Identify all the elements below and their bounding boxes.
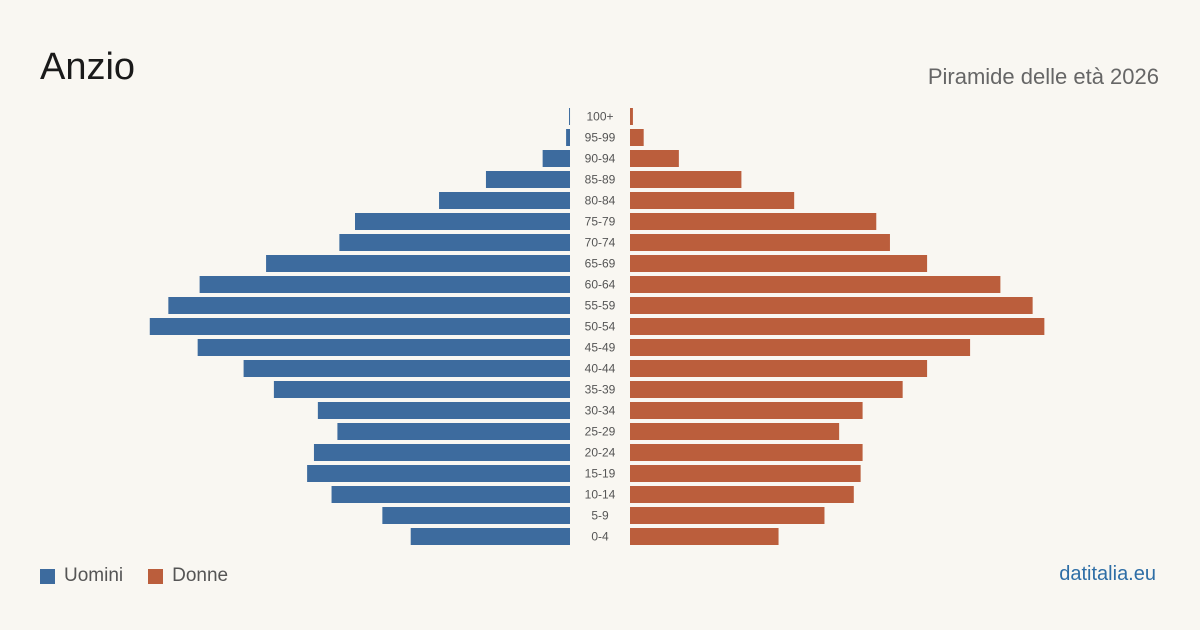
bar-men-30-34: [317, 402, 570, 419]
bar-men-90-94: [542, 150, 570, 167]
bar-women-15-19: [630, 465, 861, 482]
age-label-90-94: 90-94: [585, 152, 616, 166]
bar-men-0-4: [410, 528, 570, 545]
legend-item-women: Donne: [148, 565, 228, 587]
bar-women-45-49: [630, 339, 971, 356]
age-label-15-19: 15-19: [585, 467, 616, 481]
bar-women-65-69: [630, 255, 928, 272]
bar-men-20-24: [313, 444, 570, 461]
bar-women-95-99: [630, 129, 644, 146]
bar-women-25-29: [630, 423, 840, 440]
legend-swatch-men: [40, 568, 55, 584]
bar-men-95-99: [566, 129, 570, 146]
legend-swatch-women: [148, 568, 164, 584]
age-label-45-49: 45-49: [585, 341, 616, 355]
age-label-35-39: 35-39: [585, 383, 616, 397]
bar-women-30-34: [630, 402, 863, 419]
bar-men-85-89: [485, 171, 570, 188]
chart-subtitle: Piramide delle età 2026: [927, 64, 1159, 89]
bar-women-60-64: [630, 276, 1001, 293]
bar-men-60-64: [199, 276, 570, 293]
bar-women-100+: [630, 108, 633, 125]
age-label-30-34: 30-34: [585, 404, 616, 418]
bar-men-25-29: [337, 423, 570, 440]
bar-men-40-44: [243, 360, 570, 377]
bar-women-35-39: [630, 381, 903, 398]
bar-men-5-9: [382, 507, 570, 524]
chart-legend: Uomini Donne: [40, 565, 253, 587]
bar-women-80-84: [630, 192, 795, 209]
age-label-70-74: 70-74: [585, 236, 616, 250]
legend-label-men: Uomini: [64, 565, 124, 586]
bar-men-15-19: [307, 465, 570, 482]
age-label-25-29: 25-29: [585, 425, 616, 439]
age-label-95-99: 95-99: [585, 131, 616, 145]
bar-women-85-89: [630, 171, 742, 188]
bar-women-70-74: [630, 234, 890, 251]
age-label-80-84: 80-84: [585, 194, 616, 208]
bar-men-100+: [569, 108, 571, 125]
legend-label-women: Donne: [172, 565, 229, 586]
age-label-55-59: 55-59: [585, 299, 616, 313]
age-label-60-64: 60-64: [585, 278, 616, 292]
bar-women-5-9: [630, 507, 825, 524]
bar-women-0-4: [630, 528, 779, 545]
bar-women-40-44: [630, 360, 928, 377]
bar-women-90-94: [630, 150, 679, 167]
age-label-10-14: 10-14: [585, 488, 616, 502]
bar-women-55-59: [630, 297, 1033, 314]
source-link[interactable]: datitalia.eu: [1059, 563, 1156, 585]
legend-item-men: Uomini: [40, 565, 123, 587]
age-label-100+: 100+: [586, 110, 613, 124]
bar-women-20-24: [630, 444, 863, 461]
bar-women-50-54: [630, 318, 1045, 335]
age-label-65-69: 65-69: [585, 257, 616, 271]
bar-men-50-54: [149, 318, 571, 335]
age-label-5-9: 5-9: [591, 509, 609, 523]
bar-men-80-84: [439, 192, 570, 209]
bar-women-10-14: [630, 486, 854, 503]
bar-men-55-59: [168, 297, 570, 314]
bar-men-65-69: [266, 255, 570, 272]
bar-men-70-74: [339, 234, 570, 251]
chart-title: Anzio: [40, 46, 136, 88]
age-label-50-54: 50-54: [585, 320, 616, 334]
age-label-75-79: 75-79: [585, 215, 616, 229]
age-label-20-24: 20-24: [585, 446, 616, 460]
age-label-85-89: 85-89: [585, 173, 616, 187]
age-label-0-4: 0-4: [591, 530, 609, 544]
bar-men-75-79: [355, 213, 570, 230]
age-label-40-44: 40-44: [585, 362, 616, 376]
bar-men-45-49: [197, 339, 570, 356]
bar-men-35-39: [273, 381, 570, 398]
bar-men-10-14: [331, 486, 570, 503]
bar-women-75-79: [630, 213, 877, 230]
